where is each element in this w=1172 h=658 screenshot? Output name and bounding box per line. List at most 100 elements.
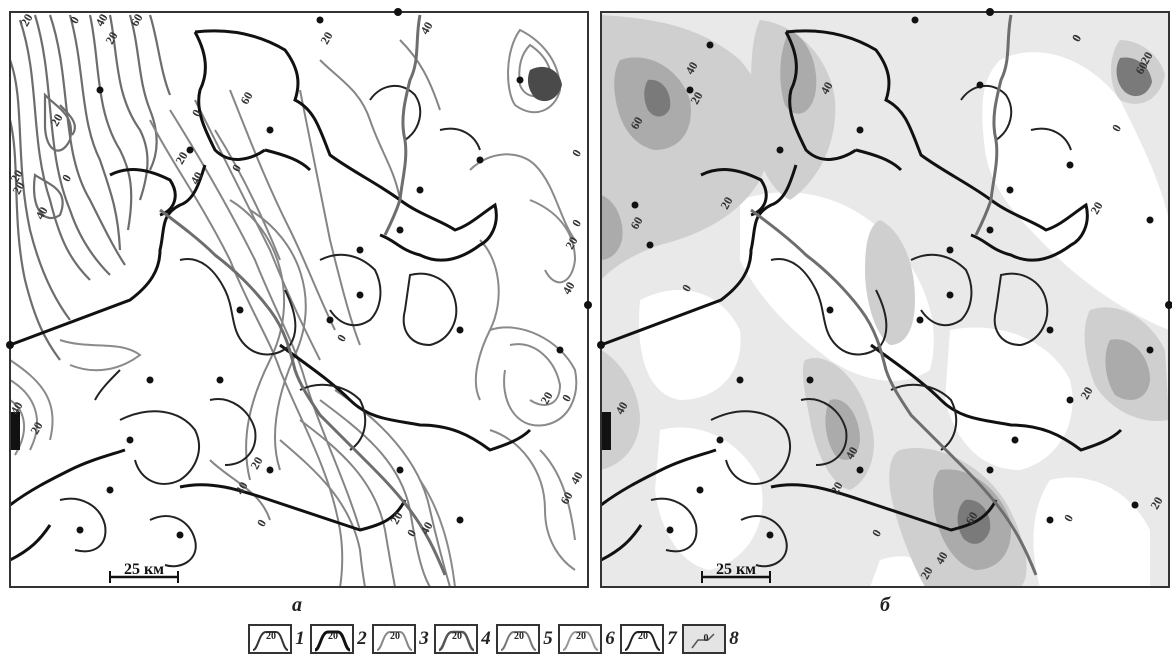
scale-bar-b: 25 км xyxy=(701,561,771,583)
scale-bar-a: 25 км xyxy=(109,561,179,583)
legend-line xyxy=(376,631,413,651)
settlement-dot xyxy=(126,436,134,444)
legend-line xyxy=(562,631,599,651)
river-b xyxy=(750,14,1038,576)
settlement-dot xyxy=(76,526,84,534)
settlement-dot xyxy=(946,291,954,299)
settlement-dot xyxy=(316,16,324,24)
legend: 20 1 20 2 20 3 20 4 20 5 20 6 20 7 0 8 xyxy=(248,622,742,656)
legend-swatch: 20 xyxy=(434,624,478,654)
legend-swatch: 20 xyxy=(310,624,354,654)
legend-item-3: 20 3 xyxy=(372,624,432,654)
legend-swatch-label: 20 xyxy=(390,631,400,642)
zones-b-white xyxy=(639,52,1169,587)
region-outlines-b xyxy=(650,85,1072,568)
settlement-dot xyxy=(856,126,864,134)
settlement-dot xyxy=(696,486,704,494)
settlement-dot xyxy=(716,436,724,444)
legend-item-4: 20 4 xyxy=(434,624,494,654)
settlement-dot xyxy=(1006,186,1014,194)
settlement-dot xyxy=(766,531,774,539)
settlement-dot xyxy=(1131,501,1139,509)
legend-line xyxy=(500,631,537,651)
settlement-dot xyxy=(1146,216,1154,224)
legend-swatch: 20 xyxy=(620,624,664,654)
settlement-dot xyxy=(916,316,924,324)
panel-b-map: 25 км 4020604002060020060402020402000604… xyxy=(601,12,1169,587)
legend-number: 6 xyxy=(605,628,615,649)
legend-number: 3 xyxy=(419,628,429,649)
isoline-value-label: 20 xyxy=(17,11,35,28)
legend-line xyxy=(624,631,661,651)
settlement-dot xyxy=(986,226,994,234)
panel-b-frame xyxy=(600,11,1170,588)
settlement-dot xyxy=(946,246,954,254)
settlement-dot xyxy=(356,246,364,254)
isoline-value-label: 40 xyxy=(92,11,110,28)
legend-swatch-label: 0 xyxy=(704,633,709,644)
settlement-dot xyxy=(456,516,464,524)
settlement-dot xyxy=(106,486,114,494)
legend-swatch: 20 xyxy=(372,624,416,654)
settlement-dot xyxy=(976,81,984,89)
settlement-dot xyxy=(666,526,674,534)
legend-swatch-label: 20 xyxy=(576,631,586,642)
panel-a-map: 25 км 20 0 40 60202002040200204006020400020… xyxy=(10,11,588,587)
settlement-dot xyxy=(326,316,334,324)
settlement-dot xyxy=(146,376,154,384)
legend-line xyxy=(314,630,351,652)
legend-item-7: 20 7 xyxy=(620,624,680,654)
legend-number: 1 xyxy=(295,628,305,649)
settlement-dot xyxy=(1066,396,1074,404)
settlement-dot xyxy=(631,201,639,209)
settlement-dot xyxy=(1146,346,1154,354)
legend-swatch: 20 xyxy=(558,624,602,654)
legend-number: 2 xyxy=(357,628,367,649)
black-marker-a xyxy=(10,412,20,450)
legend-number: 5 xyxy=(543,628,553,649)
settlement-dot xyxy=(736,376,744,384)
settlement-dot xyxy=(911,16,919,24)
scale-label-b: 25 км xyxy=(716,561,756,578)
panel-a-frame xyxy=(9,11,589,588)
settlement-dot xyxy=(646,241,654,249)
region-outlines-a xyxy=(59,85,481,568)
settlement-dot xyxy=(686,86,694,94)
settlement-dot xyxy=(706,41,714,49)
black-marker-b xyxy=(601,412,611,450)
legend-swatch: 20 xyxy=(248,624,292,654)
legend-swatch-label: 20 xyxy=(452,631,462,642)
settlement-dot xyxy=(1011,436,1019,444)
isolines-a-northwest xyxy=(10,14,172,361)
legend-line xyxy=(252,631,289,651)
boundaries-a xyxy=(10,29,532,562)
settlement-dot xyxy=(456,326,464,334)
settlement-dot xyxy=(476,156,484,164)
settlement-dot xyxy=(236,306,244,314)
settlement-dots-a xyxy=(76,16,564,539)
settlement-dot xyxy=(856,466,864,474)
legend-swatch-label: 20 xyxy=(638,631,648,642)
coastline-a xyxy=(527,66,562,102)
settlement-dot xyxy=(396,226,404,234)
settlement-dot xyxy=(396,466,404,474)
settlement-dot xyxy=(1046,326,1054,334)
legend-line xyxy=(438,630,475,652)
settlement-dot xyxy=(266,126,274,134)
boundaries-b xyxy=(601,29,1123,562)
isolines-a-west xyxy=(10,339,142,456)
settlement-dot xyxy=(776,146,784,154)
settlement-dot xyxy=(216,376,224,384)
legend-number: 7 xyxy=(667,628,677,649)
settlement-dot xyxy=(556,346,564,354)
settlement-dot xyxy=(806,376,814,384)
frame-markers xyxy=(6,8,1172,349)
legend-swatch: 20 xyxy=(496,624,540,654)
legend-number: 8 xyxy=(729,628,739,649)
settlement-dots-b xyxy=(631,16,1154,539)
settlement-dot xyxy=(986,466,994,474)
legend-item-5: 20 5 xyxy=(496,624,556,654)
legend-item-1: 20 1 xyxy=(248,624,308,654)
